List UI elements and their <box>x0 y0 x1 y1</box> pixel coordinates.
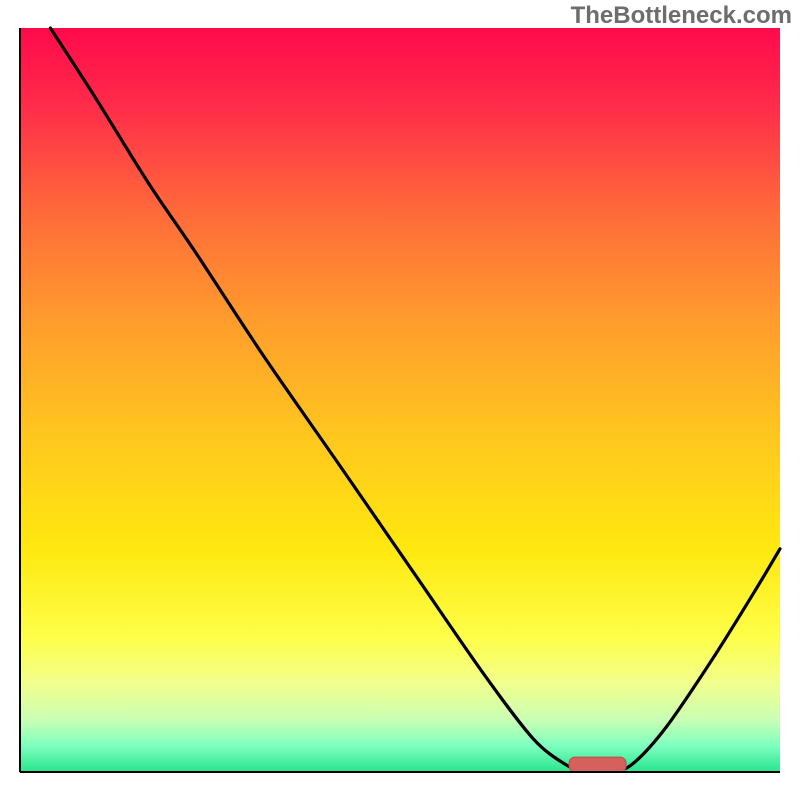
gradient-background <box>20 28 780 772</box>
chart-wrapper: TheBottleneck.com <box>0 0 800 800</box>
bottleneck-chart <box>0 0 800 800</box>
current-config-marker <box>569 757 626 772</box>
